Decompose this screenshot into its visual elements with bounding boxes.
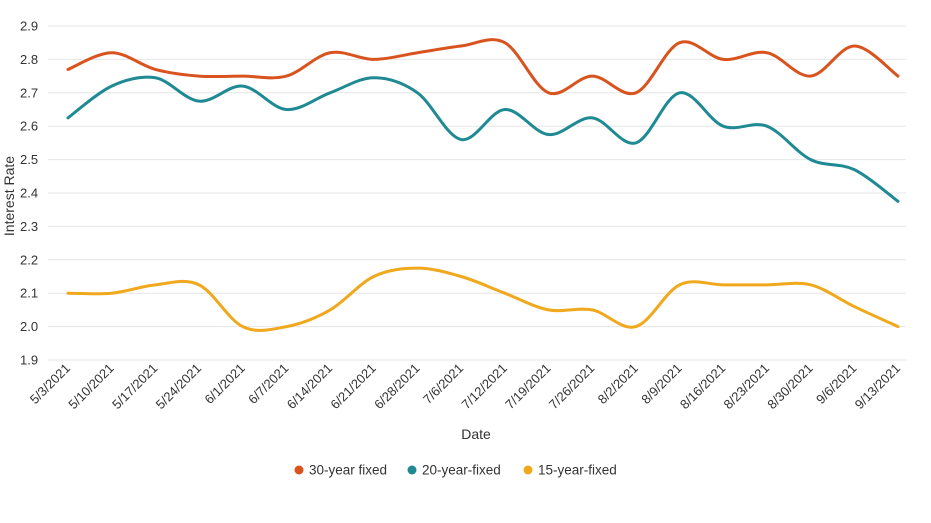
x-tick-label: 5/24/2021: [153, 361, 205, 413]
gridlines: [48, 25, 906, 361]
legend-label: 30-year fixed: [309, 463, 387, 478]
legend-marker: [407, 465, 417, 475]
x-tick-label: 5/10/2021: [65, 361, 117, 413]
series-line-30-year-fixed: [66, 38, 900, 96]
x-tick-label: 8/16/2021: [677, 361, 729, 413]
x-tick-label: 7/26/2021: [546, 361, 598, 413]
x-tick-label: 6/21/2021: [327, 361, 379, 413]
y-axis-title: Interest Rate: [1, 156, 17, 236]
x-tick-label: 9/13/2021: [852, 361, 904, 413]
y-tick-label: 2.5: [20, 152, 38, 167]
x-tick-label: 7/12/2021: [458, 361, 510, 413]
y-tick-label: 2.2: [20, 252, 38, 267]
y-tick-label: 2.6: [20, 119, 38, 134]
y-tick-label: 2.9: [20, 19, 38, 34]
y-tick-label: 2.7: [20, 85, 38, 100]
y-tick-label: 1.9: [20, 353, 38, 368]
series-line-15-year-fixed: [66, 266, 900, 332]
x-tick-label: 7/19/2021: [502, 361, 554, 413]
legend-label: 15-year-fixed: [538, 463, 617, 478]
legend: 30-year fixed 20-year-fixed 15-year-fixed: [294, 463, 617, 478]
x-tick-label: 8/23/2021: [721, 361, 773, 413]
x-tick-label: 8/30/2021: [764, 361, 816, 413]
x-tick-label: 5/17/2021: [109, 361, 161, 413]
y-tick-label: 2.4: [20, 186, 38, 201]
series-line-20-year-fixed: [66, 75, 900, 203]
y-tick-label: 2.8: [20, 52, 38, 67]
x-tick-label: 6/28/2021: [371, 361, 423, 413]
legend-marker: [294, 465, 304, 475]
x-axis-tick-labels: 5/3/20215/10/20215/17/20215/24/20216/1/2…: [27, 361, 903, 413]
y-tick-label: 2.3: [20, 219, 38, 234]
legend-marker: [523, 465, 533, 475]
y-tick-label: 2.1: [20, 286, 38, 301]
x-tick-label: 6/14/2021: [284, 361, 336, 413]
x-tick-label: 8/2/2021: [595, 361, 641, 407]
legend-label: 20-year-fixed: [422, 463, 501, 478]
series-lines: [66, 38, 900, 332]
y-axis-tick-labels: 1.9 2.0 2.1 2.2 2.3 2.4 2.5 2.6 2.7 2.8 2.9: [20, 19, 38, 368]
y-tick-label: 2.0: [20, 319, 38, 334]
x-tick-label: 6/1/2021: [201, 361, 247, 407]
x-axis-title: Date: [461, 426, 491, 442]
